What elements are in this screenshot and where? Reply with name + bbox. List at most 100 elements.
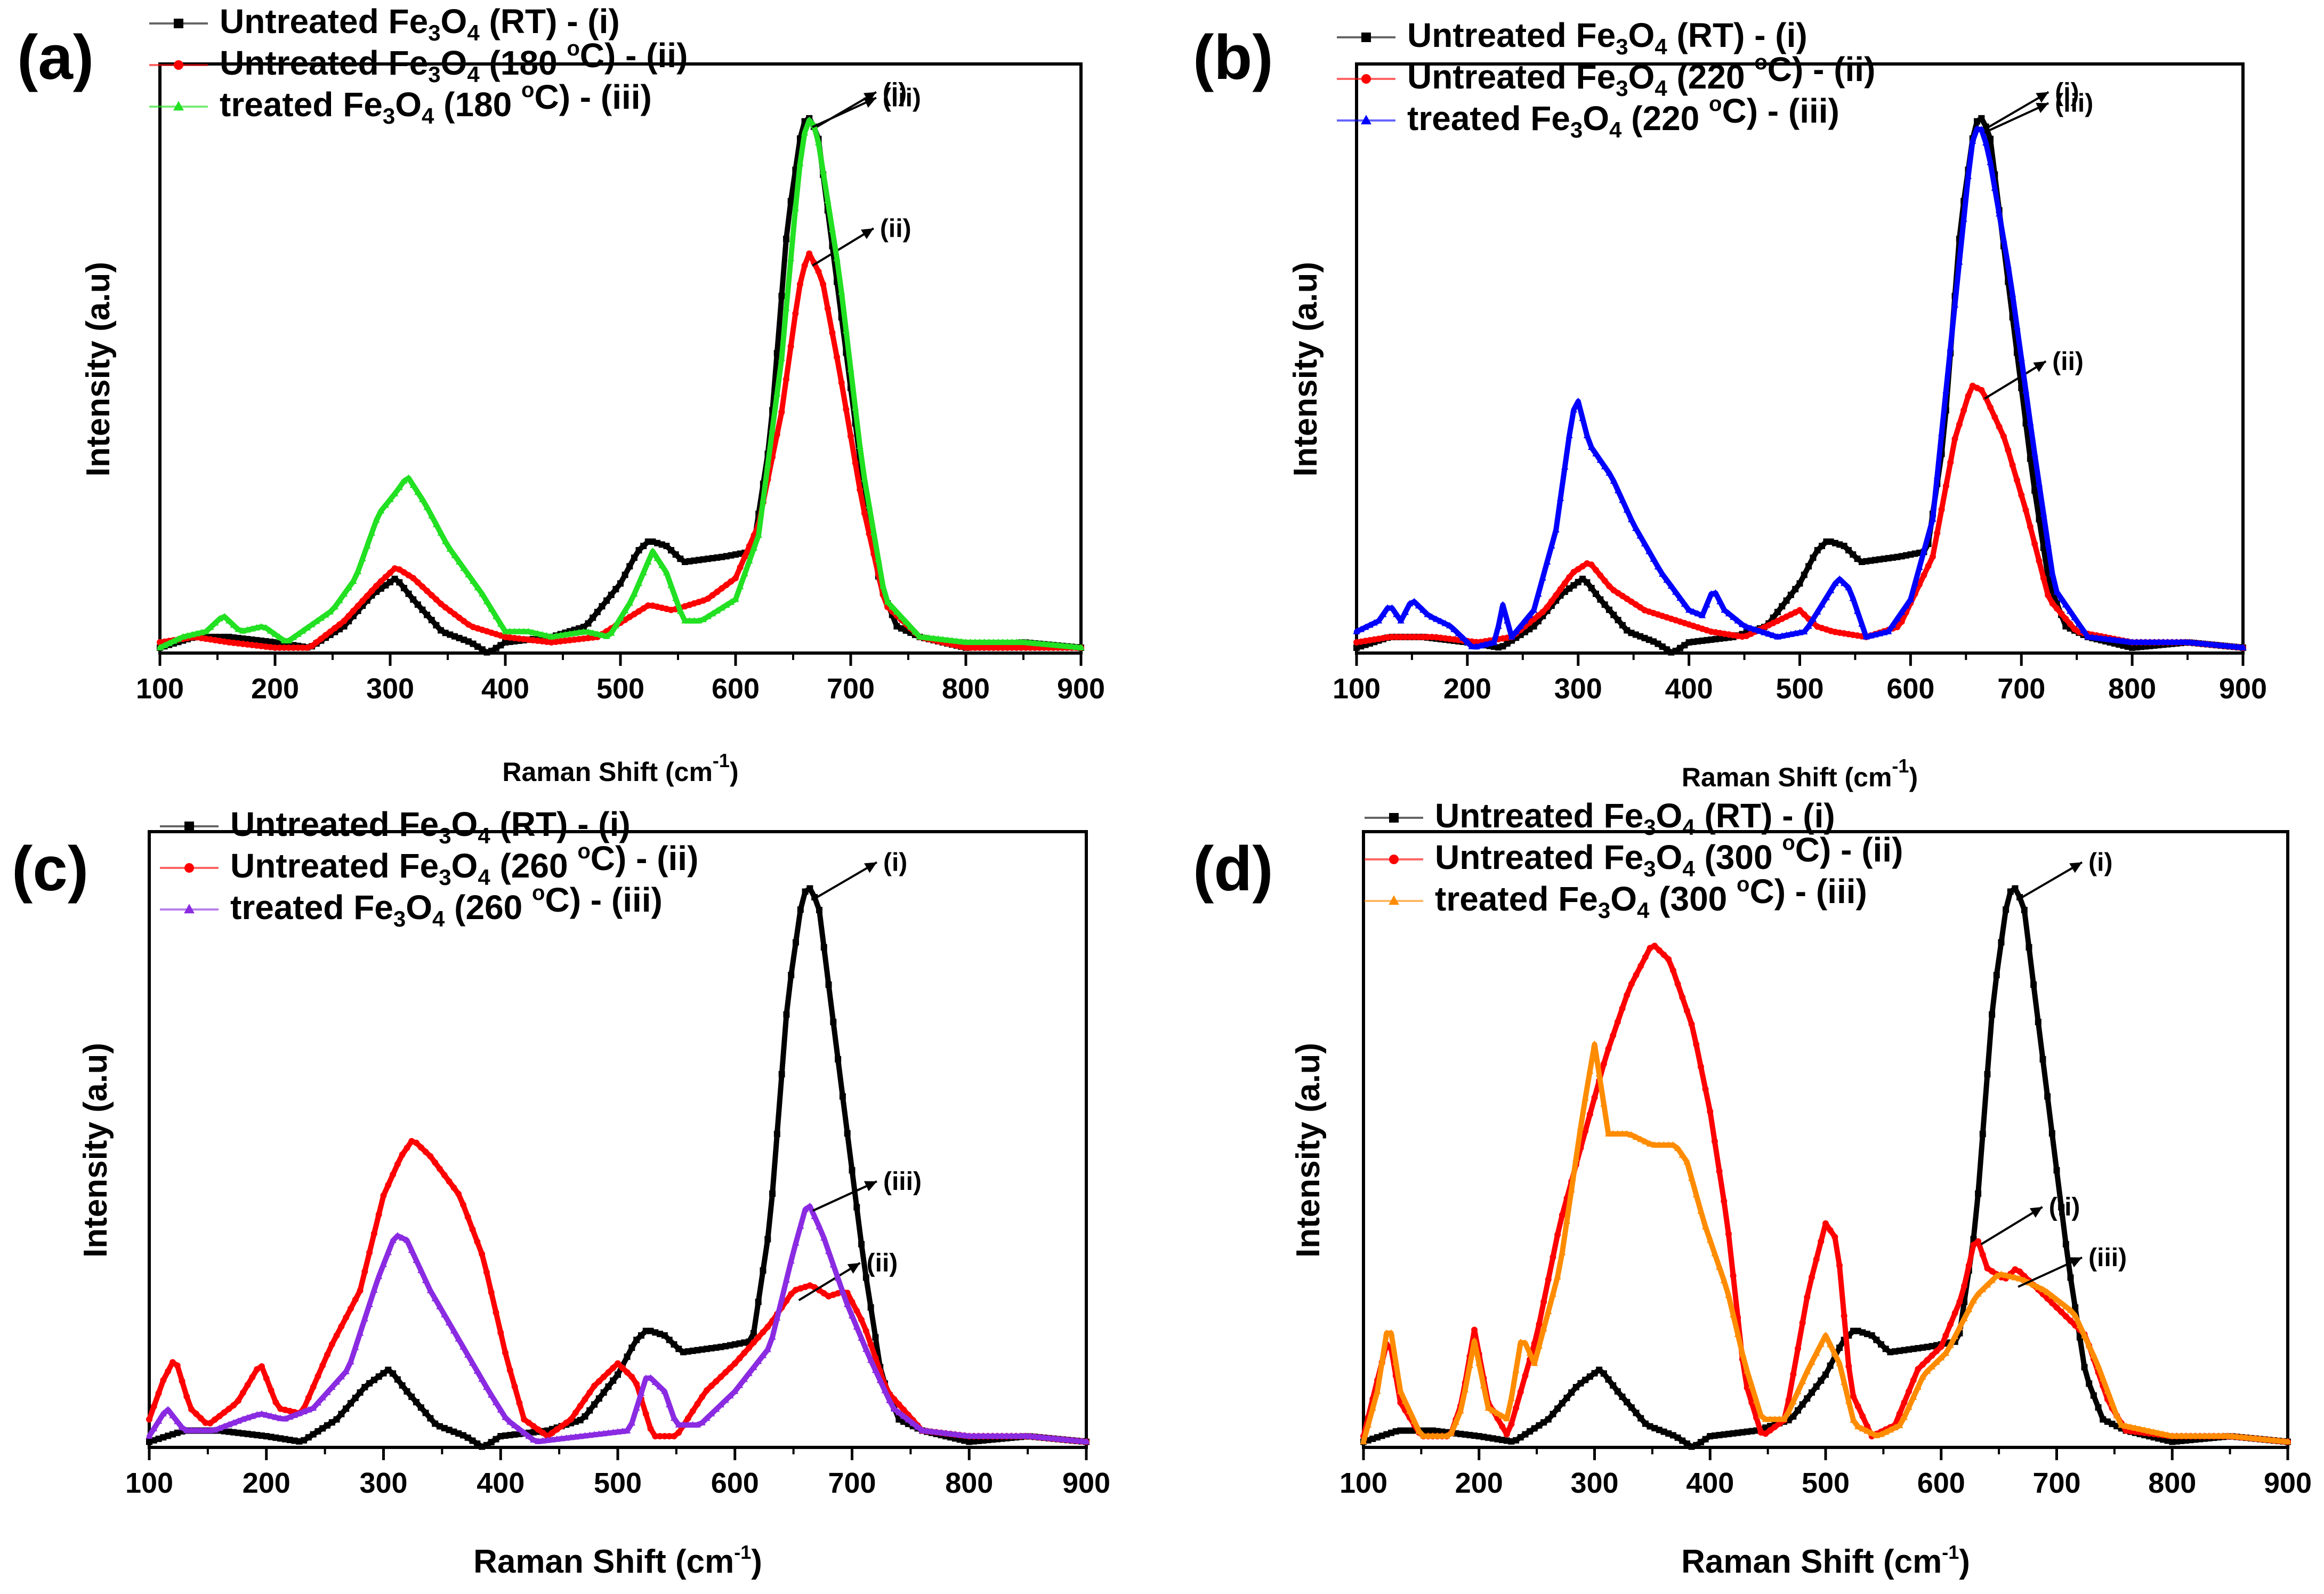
data-point [783,236,790,243]
data-point [221,613,228,619]
data-point [230,1402,237,1409]
data-point [364,592,370,599]
data-point [1734,1330,1741,1337]
data-point [1522,1372,1529,1379]
chart-panel-b: (b) 100 200 300 400 500 600 700 800 900 Raman Shif… [1193,16,2267,792]
data-point [516,1399,523,1406]
data-point [1600,1100,1608,1107]
data-point [1831,1234,1838,1241]
data-point [2005,447,2012,454]
data-point [511,627,518,634]
data-point [858,1316,865,1323]
x-tick-label: 900 [1057,673,1105,705]
data-point [942,1429,949,1436]
data-point [610,1377,617,1384]
data-point [1698,611,1706,618]
data-point [347,1358,354,1365]
data-point [2284,1438,2291,1445]
data-point [861,510,868,517]
data-point [1553,592,1560,599]
y-axis-title: Intensity (a.u) [80,262,117,477]
data-point [424,587,431,594]
data-point [303,624,311,631]
data-point [479,590,486,597]
data-point [852,460,859,466]
data-point [731,1360,738,1367]
data-point [1845,1397,1852,1404]
data-point [1429,1432,1437,1439]
data-point [916,633,924,640]
data-point [1799,1378,1806,1384]
data-point [2072,1304,2079,1311]
data-point [760,1267,766,1274]
data-point [1471,1326,1478,1333]
data-point [1521,617,1529,624]
data-point [1059,642,1067,649]
data-point [2215,1432,2222,1439]
x-tick-label: 800 [2148,1467,2196,1499]
data-point [1942,1349,1950,1356]
panel-label: (a) [17,22,94,93]
data-point [986,644,992,651]
data-point [1915,1366,1922,1372]
data-point [1512,1366,1520,1373]
data-point [169,1359,176,1366]
data-point [681,617,689,624]
data-point [1744,1384,1750,1391]
series-line [157,115,1084,655]
data-point [1693,1041,1700,1048]
data-point [341,590,348,597]
data-point [666,1401,673,1407]
data-point [764,1236,771,1243]
data-point [1651,943,1658,949]
data-point [2039,1285,2047,1292]
data-point [631,554,638,561]
data-point [2027,418,2034,425]
data-point [797,1222,804,1229]
series-line [147,1138,1089,1445]
data-point [488,1391,495,1398]
annotation-arrow [812,96,877,128]
x-tick-label: 300 [366,673,414,705]
data-point [2084,633,2092,640]
data-point [267,1412,275,1419]
data-point [2124,638,2132,645]
data-point [2035,480,2043,487]
data-point [1730,613,1737,620]
annotation-arrowhead [2036,103,2049,113]
legend-label: Untreated Fe3O4 (RT) - (i) [220,2,620,45]
data-point [1064,1436,1071,1443]
data-point [1022,639,1029,646]
data-point [635,579,643,586]
data-point [670,1414,678,1421]
data-point [1706,1236,1714,1243]
data-point [488,1289,495,1296]
data-point [2058,1204,2065,1211]
chart-panel-a: (a) 100 200 300 400 500 600 700 800 900 Raman Shif… [17,2,1105,787]
data-point [322,632,329,639]
data-point [1674,980,1681,987]
data-point [1535,612,1542,619]
data-point [1656,1141,1663,1148]
data-point [150,1403,157,1410]
data-point [1615,617,1621,624]
x-tick-label: 900 [2219,673,2267,705]
data-point [2106,635,2114,642]
data-point [1441,619,1449,626]
data-point [1730,1311,1737,1318]
data-point [1471,1337,1478,1344]
data-point [1026,1432,1034,1439]
data-point [1563,1395,1570,1402]
data-point [473,1367,481,1374]
data-point [310,1404,317,1411]
legend-marker [184,863,194,873]
data-point [212,1416,219,1423]
data-point [1572,1155,1580,1161]
data-point [839,1093,846,1100]
data-point [1688,1021,1695,1028]
data-point [206,1427,214,1434]
data-point [2036,558,2043,565]
data-point [612,622,619,629]
data-point [373,583,380,590]
data-point [2085,1342,2093,1349]
